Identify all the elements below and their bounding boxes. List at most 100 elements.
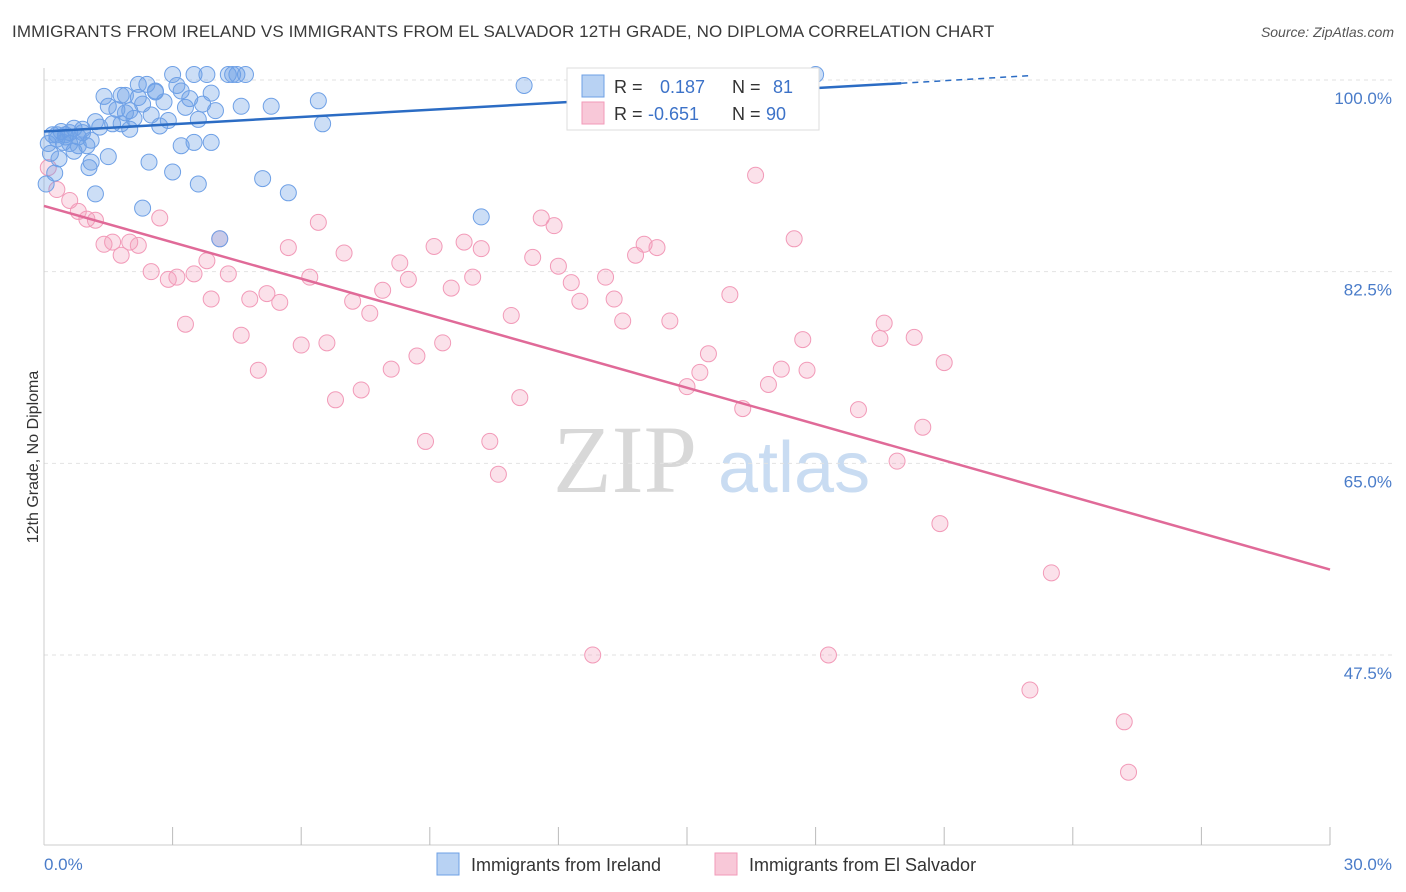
point-ireland bbox=[37, 175, 55, 193]
point-el-salvador bbox=[408, 347, 426, 365]
y-tick-label: 100.0% bbox=[1334, 89, 1392, 108]
point-ireland bbox=[99, 148, 117, 166]
point-el-salvador bbox=[931, 515, 949, 533]
point-el-salvador bbox=[1021, 681, 1039, 699]
point-ireland bbox=[50, 150, 68, 168]
stats-r-label-ireland: R = bbox=[614, 77, 643, 97]
legend-label-ireland: Immigrants from Ireland bbox=[471, 855, 661, 875]
point-el-salvador bbox=[417, 432, 435, 450]
point-ireland bbox=[219, 66, 237, 84]
point-el-salvador bbox=[121, 233, 139, 251]
x-tick-label-min: 0.0% bbox=[44, 855, 83, 874]
point-el-salvador bbox=[151, 209, 169, 227]
point-el-salvador bbox=[318, 334, 336, 352]
point-ireland bbox=[80, 159, 98, 177]
point-el-salvador bbox=[352, 381, 370, 399]
y-tick-label: 47.5% bbox=[1344, 664, 1392, 683]
point-el-salvador bbox=[176, 315, 194, 333]
point-ireland bbox=[202, 133, 220, 151]
point-el-salvador bbox=[434, 334, 452, 352]
y-tick-label: 65.0% bbox=[1344, 472, 1392, 491]
chart-source: Source: ZipAtlas.com bbox=[1260, 24, 1394, 40]
point-el-salvador bbox=[361, 304, 379, 322]
stats-r-label-el-salvador: R = bbox=[614, 104, 643, 124]
point-el-salvador bbox=[549, 257, 567, 275]
point-el-salvador bbox=[772, 360, 790, 378]
point-el-salvador bbox=[48, 181, 66, 199]
point-el-salvador bbox=[545, 217, 563, 235]
stats-legend-box bbox=[566, 67, 820, 131]
bottom-legend: Immigrants from Ireland Immigrants from … bbox=[436, 852, 976, 876]
point-el-salvador bbox=[271, 293, 289, 311]
stats-r-value-ireland: 0.187 bbox=[660, 77, 705, 97]
point-ireland bbox=[206, 102, 224, 120]
point-el-salvador bbox=[185, 265, 203, 283]
point-el-salvador bbox=[481, 432, 499, 450]
stats-n-value-ireland: 81 bbox=[773, 77, 793, 97]
stats-swatch-el-salvador bbox=[581, 101, 605, 125]
point-el-salvador bbox=[524, 248, 542, 266]
point-el-salvador bbox=[326, 391, 344, 409]
point-el-salvador bbox=[241, 290, 259, 308]
point-el-salvador bbox=[425, 237, 443, 255]
point-el-salvador bbox=[198, 252, 216, 270]
point-ireland bbox=[185, 66, 203, 84]
stats-n-value-el-salvador: 90 bbox=[766, 104, 786, 124]
point-ireland bbox=[155, 93, 173, 111]
point-el-salvador bbox=[442, 279, 460, 297]
point-el-salvador bbox=[399, 270, 417, 288]
point-ireland bbox=[314, 115, 332, 133]
point-el-salvador bbox=[489, 465, 507, 483]
y-axis-label: 12th Grade, No Diploma bbox=[25, 371, 42, 544]
chart-title: IMMIGRANTS FROM IRELAND VS IMMIGRANTS FR… bbox=[12, 22, 995, 41]
point-el-salvador bbox=[1120, 763, 1138, 781]
point-ireland bbox=[228, 66, 246, 84]
point-el-salvador bbox=[785, 230, 803, 248]
point-el-salvador bbox=[258, 285, 276, 303]
point-ireland bbox=[189, 110, 207, 128]
point-ireland bbox=[164, 66, 182, 84]
point-el-salvador bbox=[605, 290, 623, 308]
series-el-salvador-points bbox=[39, 159, 1138, 781]
point-ireland bbox=[54, 133, 72, 151]
point-ireland bbox=[472, 208, 490, 226]
point-el-salvador bbox=[849, 401, 867, 419]
point-el-salvador bbox=[794, 331, 812, 349]
point-ireland bbox=[224, 66, 242, 84]
point-el-salvador bbox=[129, 236, 147, 254]
x-ticks bbox=[172, 827, 1331, 845]
stats-n-label-ireland: N = bbox=[732, 77, 761, 97]
point-el-salvador bbox=[597, 268, 615, 286]
point-ireland bbox=[112, 115, 130, 133]
stats-legend: R = 0.187 N = 81 R = -0.651 N = 90 bbox=[566, 67, 820, 131]
point-ireland bbox=[86, 185, 104, 203]
point-ireland bbox=[69, 137, 87, 155]
point-ireland bbox=[262, 97, 280, 115]
point-ireland bbox=[140, 153, 158, 171]
point-el-salvador bbox=[309, 213, 327, 231]
point-el-salvador bbox=[382, 360, 400, 378]
point-ireland bbox=[515, 76, 533, 94]
point-el-salvador bbox=[455, 233, 473, 251]
point-el-salvador bbox=[571, 292, 589, 310]
point-el-salvador bbox=[472, 240, 490, 258]
point-el-salvador bbox=[202, 290, 220, 308]
point-el-salvador bbox=[104, 233, 122, 251]
point-ireland bbox=[129, 75, 147, 93]
point-el-salvador bbox=[914, 418, 932, 436]
point-el-salvador bbox=[584, 646, 602, 664]
point-ireland bbox=[146, 83, 164, 101]
legend-label-el-salvador: Immigrants from El Salvador bbox=[749, 855, 976, 875]
point-ireland bbox=[309, 92, 327, 110]
point-ireland bbox=[198, 66, 216, 84]
point-ireland bbox=[202, 84, 220, 102]
point-el-salvador bbox=[614, 312, 632, 330]
point-el-salvador bbox=[888, 452, 906, 470]
gridlines bbox=[44, 79, 1392, 656]
point-el-salvador bbox=[279, 239, 297, 257]
point-el-salvador bbox=[562, 274, 580, 292]
point-ireland bbox=[254, 170, 272, 188]
point-ireland bbox=[185, 133, 203, 151]
point-el-salvador bbox=[759, 375, 777, 393]
